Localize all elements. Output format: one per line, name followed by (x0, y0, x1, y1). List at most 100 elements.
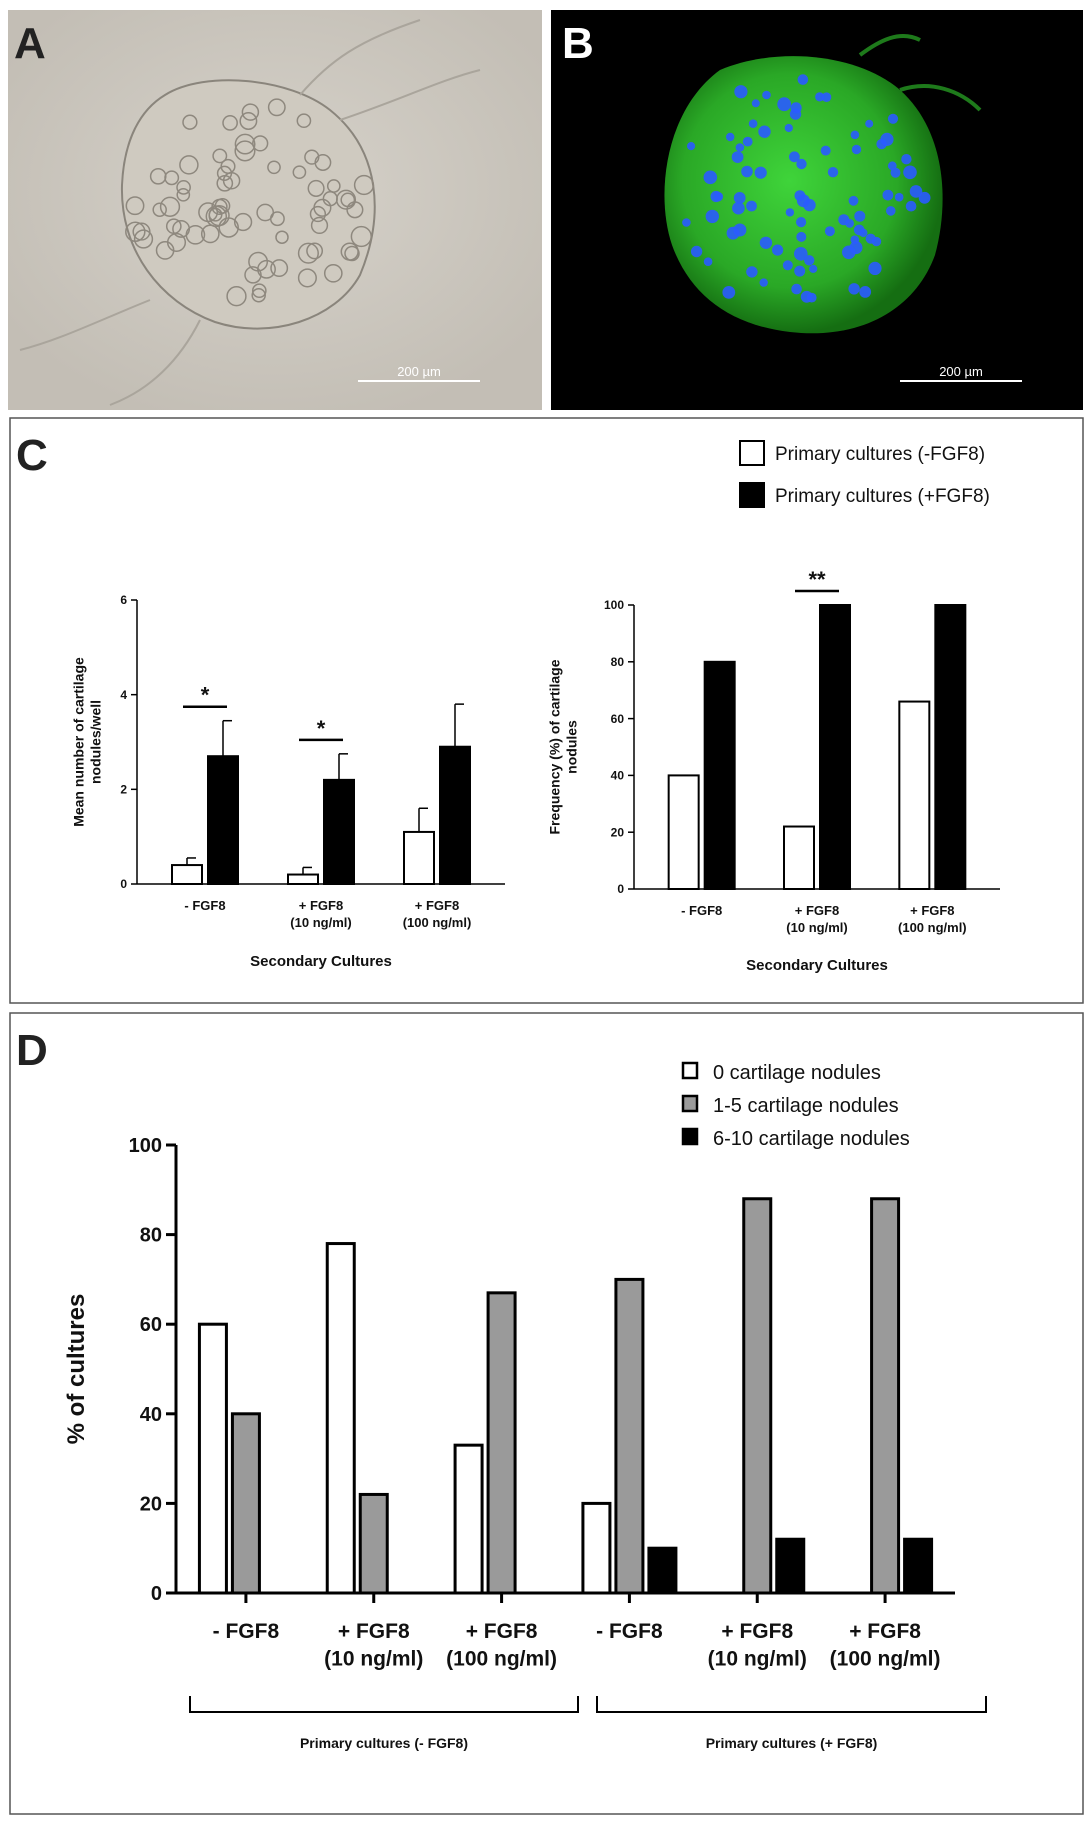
panel-b-nucleus (759, 236, 773, 249)
panel-b-nucleus (901, 154, 912, 165)
panel-b-nucleus (726, 226, 740, 240)
panel-a-cell (176, 180, 191, 195)
bar (667, 774, 700, 891)
panel-a-cell (233, 212, 253, 232)
panel-b-nucleus (690, 245, 703, 258)
category-label: + FGF8 (338, 1620, 410, 1643)
panel-a-cell (179, 155, 199, 175)
panel-b-nucleus (796, 231, 807, 242)
category-label: - FGF8 (596, 1620, 663, 1643)
panel-b-nucleus (903, 165, 917, 180)
legend-d-label-1: 1-5 cartilage nodules (713, 1095, 899, 1117)
legend-c-swatch-black (739, 482, 765, 508)
significance-label: * (317, 716, 326, 741)
category-label: + FGF8 (415, 898, 459, 913)
legend-d-swatch-0 (681, 1061, 699, 1080)
panel-a-cell (234, 133, 256, 155)
panel-a-cell (244, 266, 262, 284)
chart-c-left: 0 2 4 6 Mean number of cartilagenodules/well… (71, 593, 505, 970)
category-label: (100 ng/ml) (830, 1647, 941, 1670)
panel-c: C Primary cultures (-FGF8) Primary cultu… (9, 417, 1084, 1004)
panel-a-cell (292, 165, 307, 180)
panel-a-cell (309, 205, 327, 223)
panel-a-cell (248, 251, 269, 272)
panel-b-nucleus (754, 166, 767, 179)
panel-a-cell (267, 98, 286, 117)
panel-d-letter: D (16, 1026, 48, 1075)
category-label: + FGF8 (795, 903, 839, 918)
panel-b-nucleus (918, 191, 931, 204)
bar (903, 1537, 934, 1595)
y-tick-label: 0 (617, 882, 624, 896)
legend-c-label-white: Primary cultures (-FGF8) (775, 444, 985, 465)
category-label: + FGF8 (910, 903, 954, 918)
y-axis-label-line: Mean number of cartilage (71, 657, 87, 827)
panel-d: D 0 cartilage nodules 1-5 cartilage nodu… (9, 1012, 1084, 1815)
panel-b-nucleus (762, 90, 771, 100)
panel-a-cell (344, 245, 360, 262)
bar (453, 1443, 484, 1595)
panel-b-nucleus (880, 132, 894, 146)
x-axis-label: Secondary Cultures (250, 953, 392, 970)
panel-b-nucleus (746, 266, 758, 278)
significance-label: ** (808, 567, 826, 592)
bar (775, 1537, 806, 1595)
panel-a-cell (297, 242, 319, 264)
panel-b-nucleus (882, 189, 894, 201)
bar (197, 1322, 228, 1595)
panel-a: A 200 µm (8, 10, 542, 410)
panel-a-cell (323, 263, 343, 283)
panel-b-nucleus (800, 290, 813, 303)
panel-b-nucleus (705, 209, 719, 224)
legend-c-swatch-white (739, 440, 765, 466)
panel-a-cell (226, 286, 247, 307)
panel-b-nucleus (758, 125, 771, 138)
panel-a-cell (212, 148, 228, 164)
panel-b-nucleus (785, 208, 795, 217)
panel-b-nucleus (887, 161, 897, 171)
panel-a-cell (211, 198, 228, 216)
panel-a-cell (350, 225, 372, 248)
panel-b-nucleus (732, 201, 745, 215)
panel-d-frame (9, 1012, 1084, 1815)
panel-b-nucleus (748, 119, 758, 128)
panel-b-nucleus (735, 143, 745, 152)
y-tick-label: 80 (611, 655, 625, 669)
category-label: (10 ng/ml) (324, 1647, 423, 1670)
bar (171, 864, 203, 885)
panel-b-nucleus (722, 286, 736, 299)
group-bracket (596, 1696, 987, 1713)
panel-a-cell (182, 114, 198, 130)
panel-b-nucleus (845, 219, 854, 228)
panel-a-cell (132, 222, 151, 241)
panel-a-fibers (19, 19, 481, 406)
panel-b-nucleus (796, 158, 807, 170)
panel-c-frame (9, 417, 1084, 1004)
panel-b-fibers (858, 34, 982, 112)
chart-d: 0 20 40 60 80 100 % of cultures - FGF8 + FGF8 (10… (63, 1135, 987, 1751)
category-label: + FGF8 (466, 1620, 538, 1643)
category-label: (100 ng/ml) (446, 1647, 557, 1670)
category-label: (100 ng/ml) (898, 920, 967, 935)
panel-b-nucleus (859, 286, 872, 298)
panel-b-nucleus (794, 190, 806, 202)
y-axis-label: Mean number of cartilagenodules/well (71, 657, 104, 827)
panel-b-nucleus (731, 151, 744, 164)
bar (325, 1242, 356, 1595)
panel-b-nucleus (815, 92, 825, 102)
bar (230, 1412, 261, 1595)
bar (207, 755, 239, 886)
panel-b-nucleus (797, 74, 809, 85)
bar (358, 1492, 389, 1595)
panel-b-nucleus (791, 283, 802, 295)
panel-a-cell-cluster (120, 79, 376, 330)
y-tick-label: 100 (129, 1135, 162, 1157)
panel-b-scale-label: 200 µm (939, 364, 983, 379)
panel-b-nucleus (703, 170, 718, 185)
panel-a-cell (306, 242, 324, 260)
panel-b-nucleus (848, 195, 859, 206)
panel-a-cell (252, 135, 269, 152)
y-tick-label: 20 (140, 1493, 162, 1515)
y-axis-label: % of cultures (63, 1294, 90, 1445)
panel-a-cell (152, 202, 167, 217)
